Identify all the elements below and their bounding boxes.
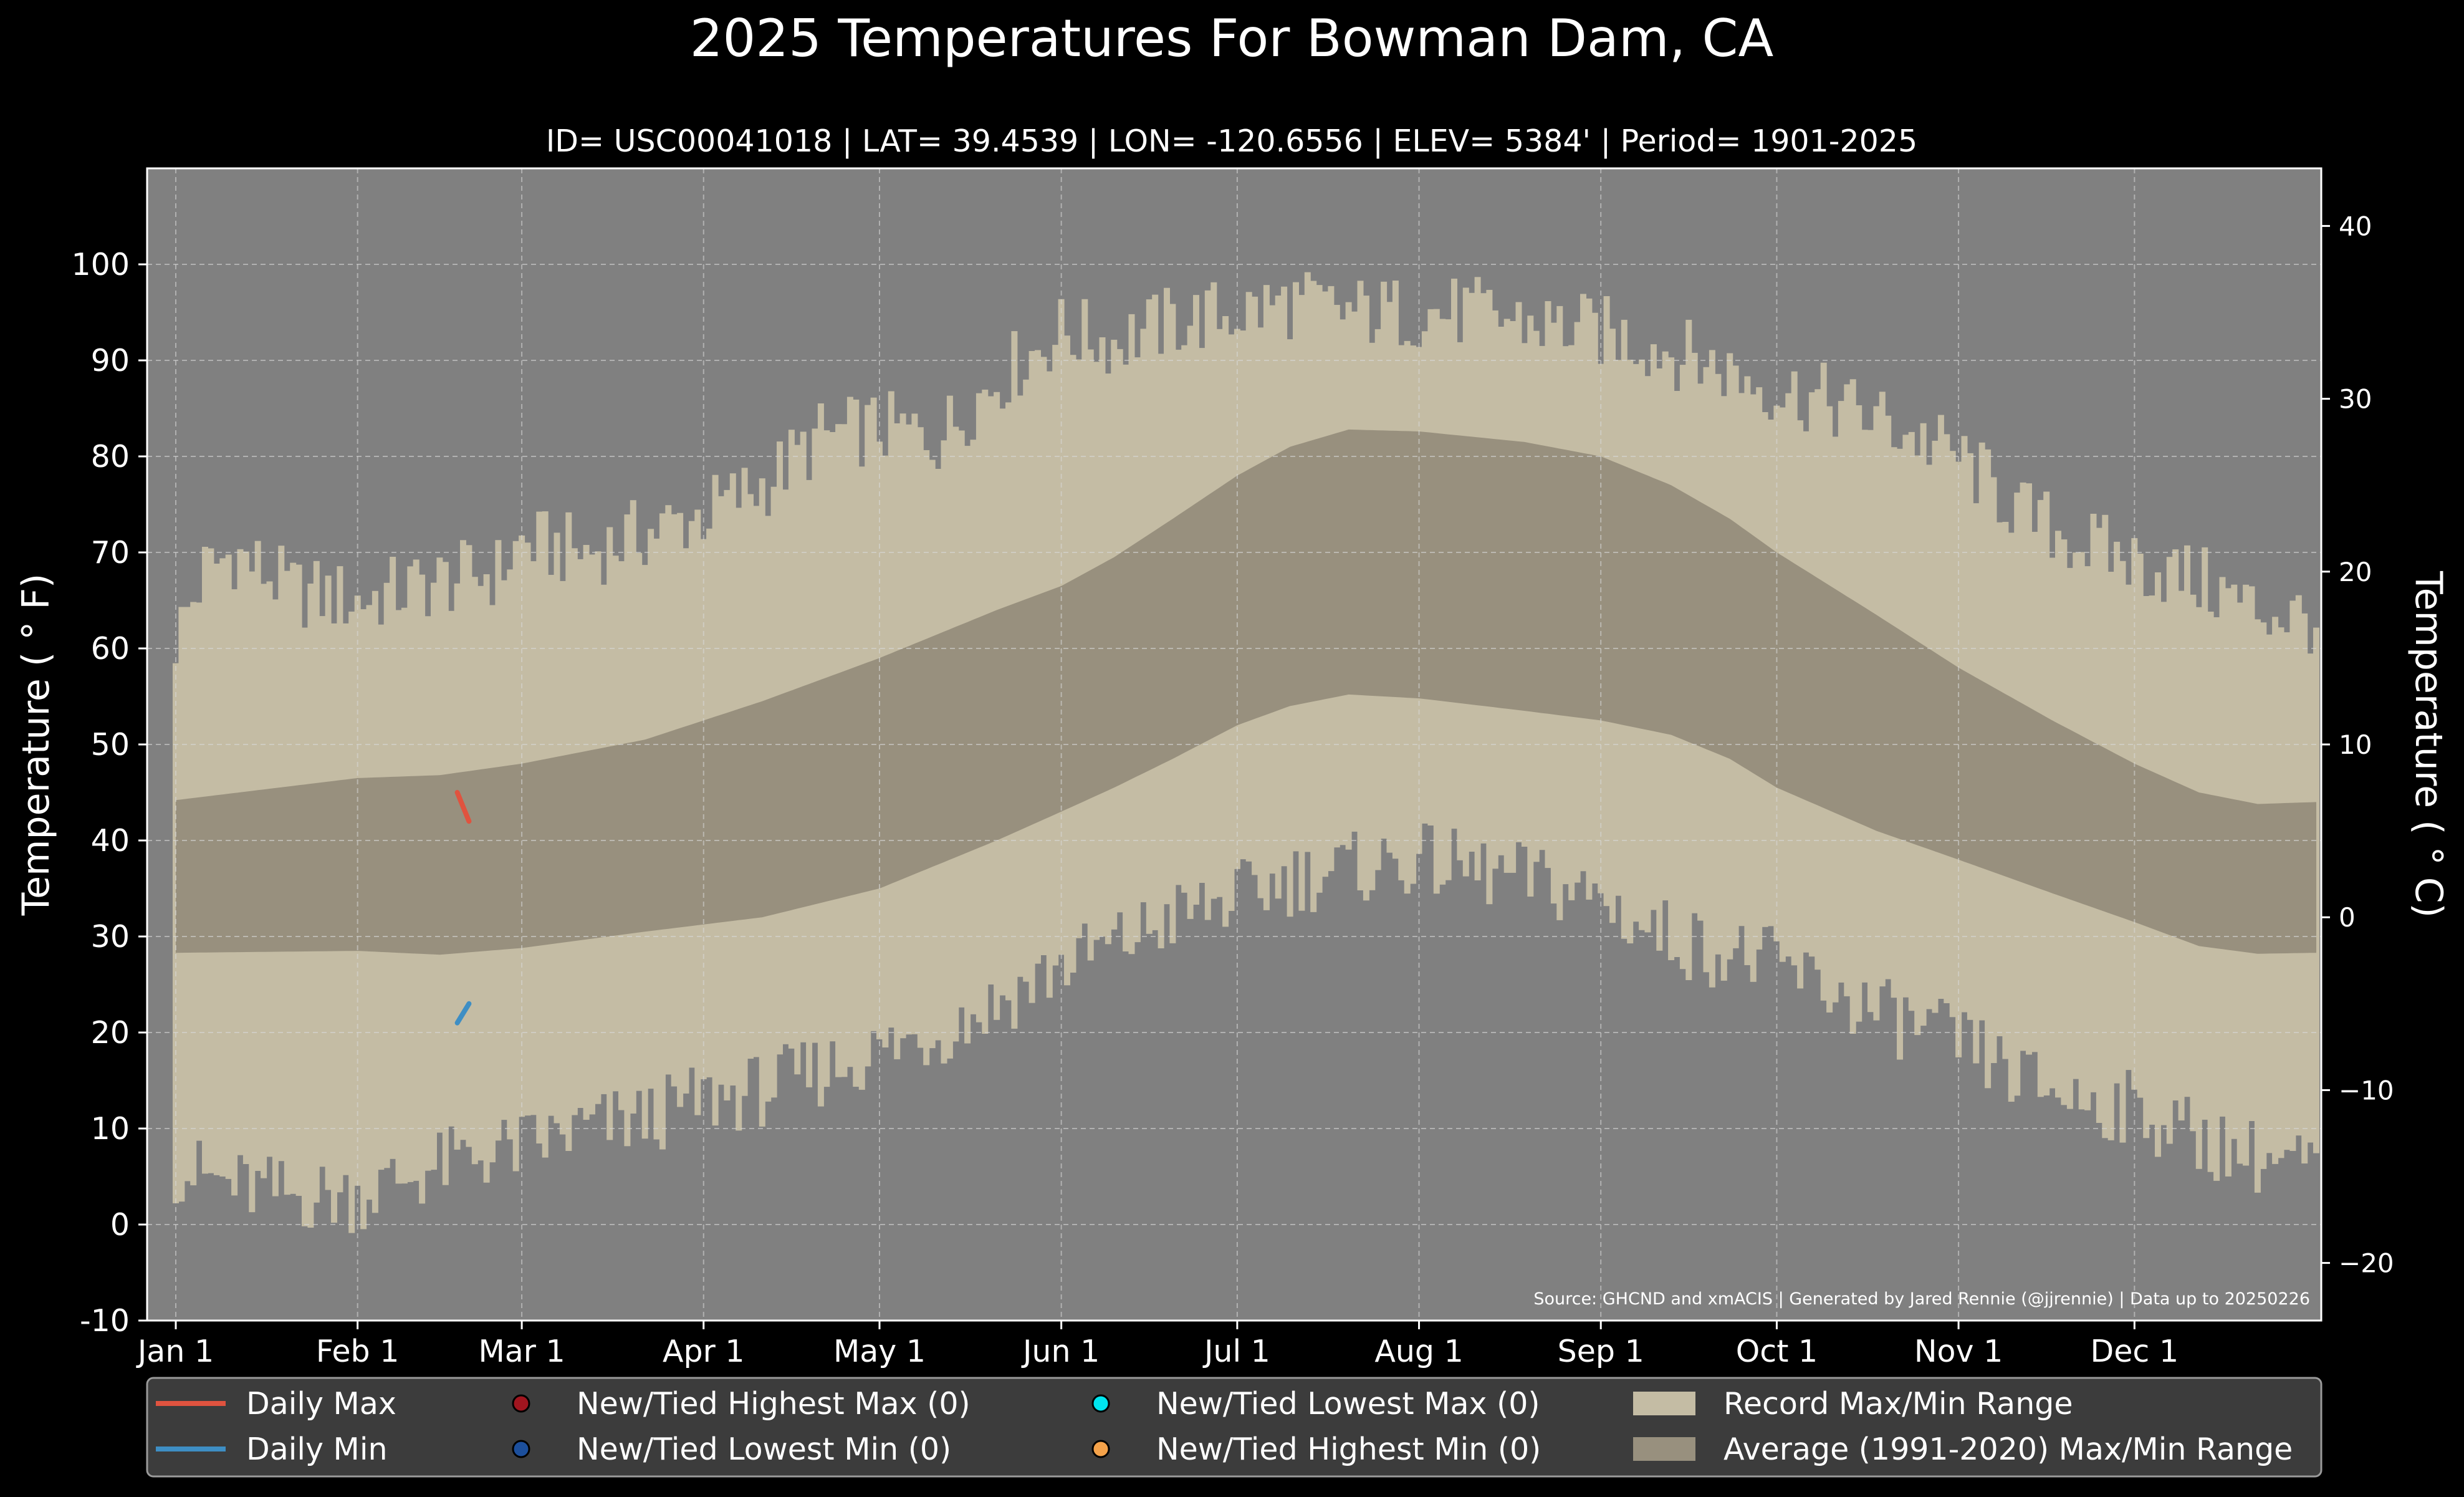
y-tick-label: 60 <box>91 631 130 667</box>
x-tick-label: Feb 1 <box>316 1334 400 1369</box>
x-tick-label: Jun 1 <box>1021 1334 1100 1369</box>
y-right-tick-label: 40 <box>2339 211 2372 241</box>
y-tick-label: 0 <box>110 1207 130 1243</box>
left-y-tick-labels: -10 0 10 20 30 40 50 60 70 80 90 100 <box>71 247 147 1339</box>
legend-label-daily-max: Daily Max <box>246 1386 396 1422</box>
daily-series <box>454 790 472 1026</box>
x-tick-labels: Jan 1 Feb 1 Mar 1 Apr 1 May 1 Jun 1 Jul 1 Aug 1… <box>136 1321 2179 1369</box>
right-y-tick-labels: −20 −10 0 10 20 30 40 <box>2321 211 2394 1279</box>
legend-swatch-new-tied-highest-min-0 <box>1091 1440 1110 1458</box>
legend-box <box>146 1377 2323 1478</box>
x-tick-label: May 1 <box>833 1334 926 1369</box>
record-bar <box>2313 627 2320 1153</box>
legend-swatch-new-tied-highest-max-0 <box>512 1394 530 1413</box>
legend-label-new-tied-lowest-min-0: New/Tied Lowest Min (0) <box>577 1432 951 1467</box>
legend-swatch-average-1991-2020-max-min-range <box>1633 1437 1695 1461</box>
series-line-daily-max <box>454 790 472 824</box>
x-tick-label: Mar 1 <box>478 1334 565 1369</box>
legend-label-new-tied-highest-min-0: New/Tied Highest Min (0) <box>1156 1432 1541 1467</box>
y-axis-label-left: Temperature ( ° F) <box>14 574 58 917</box>
gridlines <box>147 168 2321 1321</box>
x-tick-label: Nov 1 <box>1914 1334 2003 1369</box>
legend-label-daily-min: Daily Min <box>246 1432 388 1467</box>
x-tick-label: Jul 1 <box>1202 1334 1270 1369</box>
x-tick-label: Apr 1 <box>663 1334 745 1369</box>
chart-title: 2025 Temperatures For Bowman Dam, CA <box>690 8 1774 69</box>
y-axis-label-right: Temperature ( ° C) <box>2407 570 2450 918</box>
legend: Daily Max Daily Min New/Tied Highest Max (… <box>156 1386 2293 1467</box>
legend-swatch-new-tied-lowest-max-0 <box>1091 1394 1110 1413</box>
y-tick-label: 10 <box>91 1111 130 1147</box>
y-tick-label: 20 <box>91 1015 130 1051</box>
y-tick-label: 80 <box>91 439 130 474</box>
y-tick-label: 40 <box>91 823 130 859</box>
x-tick-label: Jan 1 <box>136 1334 214 1369</box>
y-right-tick-label: 10 <box>2339 729 2372 760</box>
y-tick-label: 100 <box>71 247 130 282</box>
y-right-tick-label: −20 <box>2339 1248 2394 1279</box>
y-tick-label: -10 <box>80 1303 130 1339</box>
average-range-band <box>176 429 2316 955</box>
y-tick-label: 50 <box>91 727 130 763</box>
x-tick-label: Dec 1 <box>2091 1334 2179 1369</box>
legend-swatch-new-tied-lowest-min-0 <box>512 1440 530 1458</box>
y-tick-label: 30 <box>91 919 130 955</box>
legend-label-new-tied-highest-max-0: New/Tied Highest Max (0) <box>577 1386 971 1422</box>
source-note: Source: GHCND and xmACIS | Generated by … <box>1533 1289 2310 1309</box>
y-right-tick-label: −10 <box>2339 1075 2394 1105</box>
legend-swatch-record-max-min-range <box>1633 1392 1695 1415</box>
x-tick-label: Aug 1 <box>1374 1334 1463 1369</box>
legend-label-average-1991-2020-max-min-range: Average (1991-2020) Max/Min Range <box>1723 1432 2293 1467</box>
y-tick-label: 90 <box>91 343 130 378</box>
legend-label-record-max-min-range: Record Max/Min Range <box>1723 1386 2073 1422</box>
legend-label-new-tied-lowest-max-0: New/Tied Lowest Max (0) <box>1156 1386 1540 1422</box>
x-tick-label: Oct 1 <box>1736 1334 1818 1369</box>
x-tick-label: Sep 1 <box>1558 1334 1644 1369</box>
y-right-tick-label: 20 <box>2339 557 2372 587</box>
chart-subtitle: ID= USC00041018 | LAT= 39.4539 | LON= -1… <box>546 123 1917 159</box>
y-tick-label: 70 <box>91 535 130 570</box>
y-right-tick-label: 0 <box>2339 902 2356 933</box>
series-line-daily-min <box>454 1001 472 1026</box>
y-right-tick-label: 30 <box>2339 384 2372 415</box>
